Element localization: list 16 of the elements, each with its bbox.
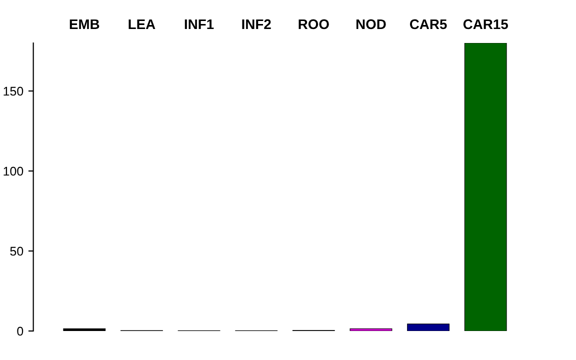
x-tick-label: INF1 (184, 19, 214, 30)
x-tick-label: EMB (70, 19, 100, 30)
y-tick-label: 150 (4, 86, 24, 96)
bar (350, 328, 392, 331)
x-tick-label: CAR15 (463, 19, 508, 30)
x-tick-label: CAR5 (410, 19, 447, 30)
bar (63, 328, 106, 331)
x-tick-label: NOD (356, 19, 386, 30)
bar (464, 43, 507, 331)
x-tick-label: LEA (128, 19, 156, 30)
y-tick-label: 100 (4, 166, 24, 176)
x-tick-label: ROO (298, 19, 329, 30)
bar (407, 324, 450, 331)
y-tick-label: 0 (17, 326, 24, 336)
y-tick-label: 50 (10, 246, 24, 256)
x-tick-label: INF2 (242, 19, 271, 30)
